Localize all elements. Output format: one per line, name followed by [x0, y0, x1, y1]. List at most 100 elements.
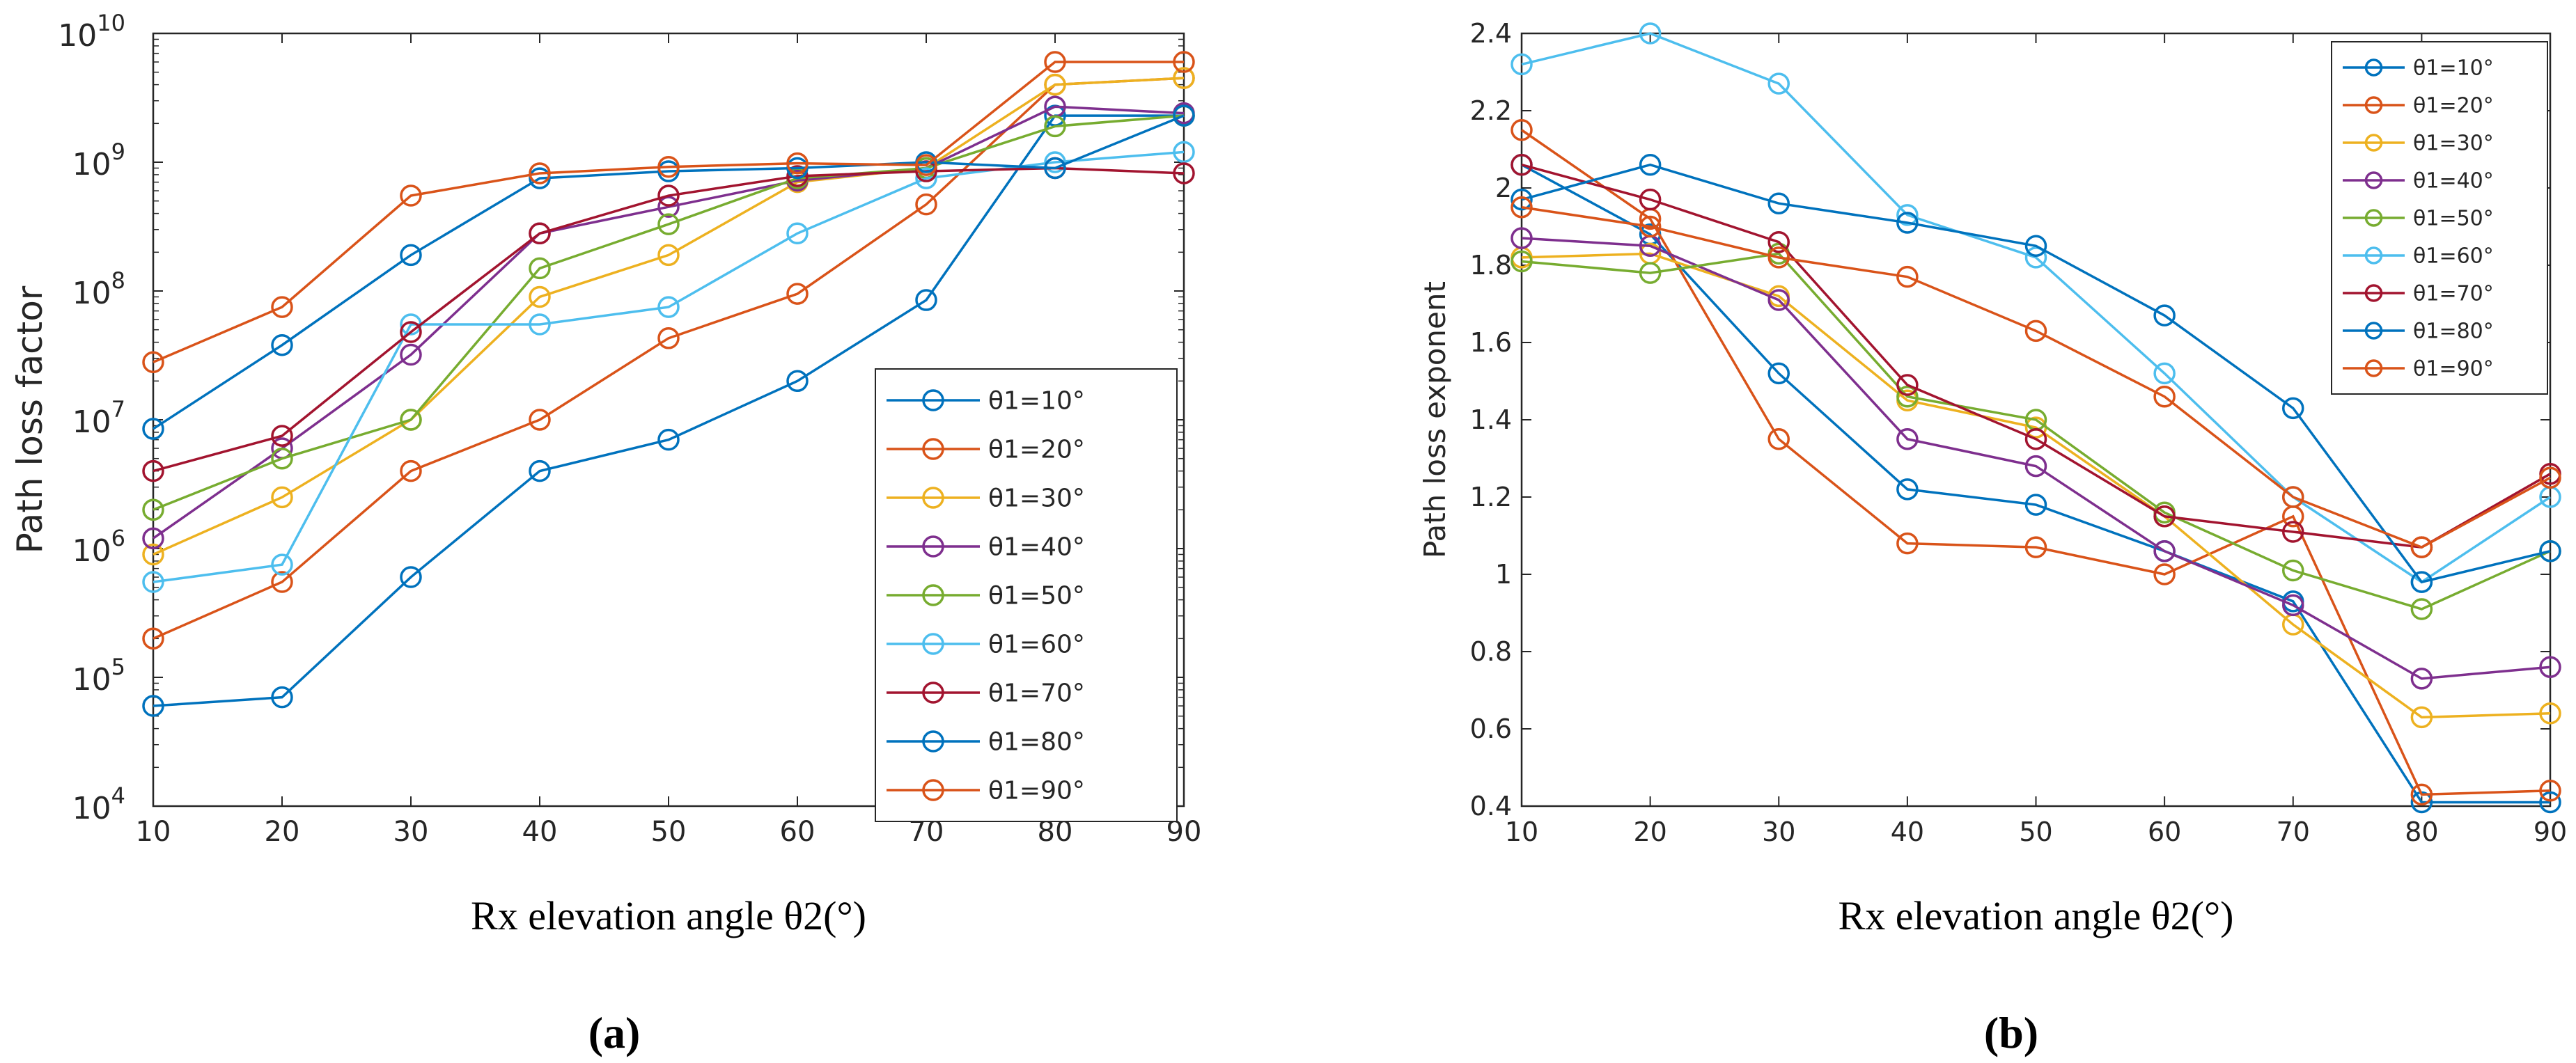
- series-line: [1521, 164, 2551, 549]
- data-point: [1511, 119, 1533, 141]
- legend-item: θ1=60°: [887, 631, 1085, 659]
- data-point: [1639, 153, 1662, 176]
- x-tick-label: 10: [1505, 817, 1538, 847]
- chart-b: 10 20 30 40 50 60 70 80 90 0.4 0.6 0.8 1 1.2 1.4 1.6 1.8…: [1418, 18, 2567, 938]
- data-point: [1896, 212, 1919, 234]
- data-point: [142, 695, 164, 717]
- x-tick-label: 40: [1891, 817, 1924, 847]
- legend-label: θ1=60°: [988, 631, 1085, 659]
- y-tick-label: 1010: [58, 10, 125, 54]
- data-point: [1767, 192, 1790, 214]
- legend-marker: [922, 487, 944, 509]
- y-tick-label: 0.4: [1470, 791, 1512, 821]
- y-tick-label: 2.2: [1470, 95, 1512, 126]
- data-point: [1896, 204, 1919, 226]
- data-point: [400, 244, 422, 267]
- y-tick-label: 2: [1495, 173, 1512, 203]
- legend-label: θ1=10°: [988, 387, 1085, 416]
- data-point: [1511, 153, 1533, 176]
- data-point: [657, 196, 680, 218]
- data-point: [1767, 72, 1790, 95]
- legend-marker: [922, 779, 944, 801]
- legend-label: θ1=30°: [2413, 132, 2494, 156]
- y-tick-label: 105: [72, 654, 125, 698]
- data-point: [1511, 196, 1533, 219]
- data-point: [142, 351, 164, 374]
- legend-marker: [2364, 134, 2383, 152]
- data-point: [2539, 656, 2561, 678]
- legend-item: θ1=10°: [2343, 56, 2494, 81]
- x-axis-label: Rx elevation angle θ2(°): [1839, 893, 2234, 938]
- data-point: [2024, 455, 2047, 478]
- data-point: [1767, 289, 1790, 311]
- legend-marker: [2364, 246, 2383, 265]
- data-point: [142, 418, 164, 440]
- series-b-2: [1511, 119, 2561, 806]
- legend-label: θ1=50°: [988, 582, 1085, 611]
- legend-label: θ1=70°: [988, 679, 1085, 708]
- legend-marker: [2364, 322, 2383, 340]
- legend-marker: [922, 682, 944, 704]
- legend-label: θ1=20°: [988, 436, 1085, 464]
- data-point: [142, 527, 164, 550]
- legend-item: θ1=20°: [887, 436, 1085, 464]
- data-point: [657, 428, 680, 451]
- data-point: [1044, 73, 1066, 96]
- data-point: [271, 296, 293, 318]
- x-tick-label: 90: [2534, 817, 2567, 847]
- data-point: [1044, 157, 1066, 180]
- data-point: [1511, 250, 1533, 273]
- y-tick-label: 2.4: [1470, 18, 1512, 49]
- data-point: [142, 498, 164, 521]
- x-tick-label: 10: [136, 816, 171, 848]
- legend-item: θ1=90°: [887, 777, 1085, 805]
- legend-label: θ1=70°: [2413, 282, 2494, 306]
- data-point: [1511, 53, 1533, 76]
- data-point: [529, 162, 551, 184]
- series-b-8: [1511, 153, 2561, 593]
- data-point: [400, 321, 422, 343]
- data-point: [142, 627, 164, 650]
- data-point: [2024, 235, 2047, 257]
- data-point: [1044, 51, 1066, 73]
- data-point: [2153, 563, 2176, 585]
- data-point: [2282, 559, 2304, 582]
- x-tick-label: 50: [2019, 817, 2052, 847]
- y-tick-label: 107: [72, 396, 125, 440]
- series-line: [1521, 252, 2551, 719]
- series-line: [1521, 252, 2551, 611]
- legend-marker: [2364, 171, 2383, 189]
- series-line: [1521, 163, 2551, 584]
- x-tick-label: 50: [651, 816, 687, 848]
- legend-item: θ1=50°: [887, 582, 1085, 611]
- legend-a: θ1=10° θ1=20° θ1=30° θ1=40° θ1=50° θ1=60° θ1=7…: [875, 368, 1178, 822]
- data-point: [2410, 783, 2433, 806]
- legend-label: θ1=20°: [2413, 94, 2494, 118]
- series-line: [1521, 32, 2551, 584]
- data-point: [2539, 780, 2561, 802]
- data-point: [1896, 428, 1919, 450]
- series-line: [153, 114, 1184, 707]
- legend-label: θ1=90°: [988, 777, 1085, 805]
- x-tick-label: 20: [1633, 817, 1666, 847]
- x-tick-label: 30: [1762, 817, 1795, 847]
- legend-marker: [922, 535, 944, 558]
- legend-item: θ1=80°: [887, 728, 1085, 757]
- series-line: [1521, 206, 2551, 549]
- data-point: [2539, 702, 2561, 725]
- legend-marker: [2364, 284, 2383, 302]
- y-axis-label: Path loss exponent: [1418, 281, 1452, 558]
- legend-item: θ1=40°: [887, 533, 1085, 562]
- data-point: [657, 155, 680, 178]
- series-line: [153, 61, 1184, 363]
- legend-label: θ1=40°: [988, 533, 1085, 562]
- legend-item: θ1=90°: [2343, 357, 2494, 381]
- y-tick-label: 108: [72, 267, 125, 311]
- data-point: [1767, 428, 1790, 450]
- data-point: [1639, 262, 1662, 284]
- data-point: [2410, 536, 2433, 558]
- data-point: [915, 154, 937, 176]
- y-tick-label: 1: [1495, 559, 1512, 590]
- panel-a-label: (a): [588, 1008, 641, 1057]
- data-point: [657, 184, 680, 207]
